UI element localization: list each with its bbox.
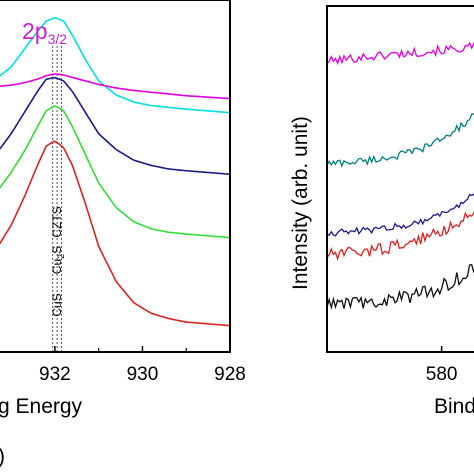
- panel-label: ): [0, 445, 5, 468]
- series-line: [0, 76, 231, 175]
- right-series-group: [326, 41, 474, 310]
- series-line: [0, 140, 231, 327]
- series-line: [0, 73, 231, 100]
- right-x-axis-title: Bind: [434, 395, 474, 418]
- right-panel: 580 Intensity (arb. unit) Bind: [289, 5, 474, 418]
- peak-label: 2p3/2: [22, 18, 67, 47]
- series-line: [326, 210, 474, 261]
- series-line: [326, 41, 474, 66]
- series-line: [326, 192, 474, 237]
- right-x-ticks: 580: [426, 346, 458, 385]
- left-x-axis-title: g Energy: [0, 395, 83, 418]
- left-panel: CuS Cu2S CZTS 932 930 928 2p3/2 g Energy ): [0, 0, 246, 468]
- series-line: [0, 105, 231, 239]
- x-tick-label: 928: [214, 364, 246, 385]
- left-series-group: [0, 17, 231, 327]
- reference-label: CuS: [50, 293, 64, 316]
- left-plot-frame: [0, 0, 231, 353]
- reference-lines: CuS Cu2S CZTS: [50, 46, 66, 352]
- x-tick-label: 932: [39, 364, 71, 385]
- x-tick-label: 580: [426, 364, 458, 385]
- series-line: [0, 17, 231, 114]
- left-x-ticks: 932 930 928: [39, 346, 246, 385]
- series-line: [326, 263, 474, 310]
- right-plot-frame: [326, 5, 474, 353]
- x-tick-label: 930: [127, 364, 159, 385]
- reference-label: Cu2S: [50, 246, 66, 274]
- series-line: [326, 112, 474, 168]
- right-y-axis-title: Intensity (arb. unit): [289, 116, 312, 290]
- reference-label: CZTS: [50, 206, 64, 237]
